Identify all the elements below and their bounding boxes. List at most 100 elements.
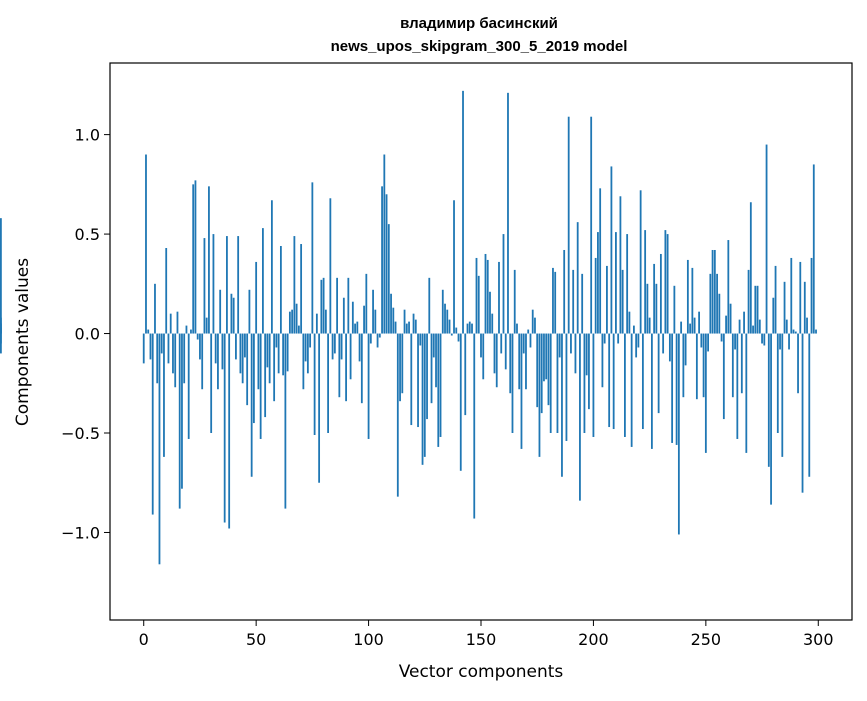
- bar-115: [401, 333, 404, 394]
- bar-161: [504, 333, 507, 370]
- bar-249: [702, 333, 705, 398]
- bar-5: [154, 283, 156, 334]
- bar-227: [653, 263, 656, 334]
- bar-199: [590, 116, 593, 334]
- bar-106: [381, 186, 383, 334]
- bar-260: [727, 240, 730, 334]
- bar-246: [695, 333, 698, 400]
- bar-101: [369, 333, 372, 344]
- bar-114: [399, 333, 401, 402]
- bar-257: [720, 333, 723, 342]
- bar-undefined: [0, 218, 2, 334]
- x-axis-label: Vector components: [399, 662, 564, 682]
- bar-233: [666, 234, 669, 334]
- bar-93: [351, 301, 354, 334]
- bar-154: [489, 291, 491, 334]
- bar-90: [345, 333, 347, 402]
- bar-0: [142, 333, 145, 364]
- y-axis-ticks: −1.0 −0.5 0.0 0.5 1.0: [61, 126, 110, 542]
- bar-235: [671, 333, 674, 443]
- bar-130: [435, 333, 437, 388]
- bar-91: [347, 277, 350, 334]
- bar-36: [223, 333, 226, 523]
- bar-64: [286, 333, 289, 372]
- bar-206: [606, 265, 608, 334]
- bar-120: [412, 313, 415, 334]
- bar-157: [495, 333, 498, 388]
- bar-181: [549, 333, 552, 433]
- bar-231: [662, 333, 665, 354]
- bar-169: [522, 333, 525, 354]
- bar-24: [196, 333, 199, 340]
- bar-268: [745, 333, 748, 453]
- bar-152: [484, 253, 487, 334]
- bar-164: [511, 333, 514, 433]
- bar-296: [808, 333, 811, 477]
- bar-282: [776, 333, 779, 433]
- bar-276: [763, 333, 766, 346]
- bar-205: [603, 333, 606, 344]
- bar-203: [599, 188, 602, 334]
- bar-55: [266, 333, 269, 368]
- bar-170: [525, 333, 527, 390]
- bar-102: [372, 289, 374, 334]
- bar-151: [482, 333, 485, 380]
- bar-261: [729, 303, 732, 334]
- bar-163: [509, 333, 512, 394]
- bar-117: [405, 323, 408, 334]
- bar-109: [387, 224, 390, 334]
- bar-186: [561, 333, 563, 477]
- bar-258: [722, 333, 725, 420]
- bar-160: [502, 234, 505, 334]
- bar-undefined: [0, 333, 2, 354]
- bar-192: [574, 333, 577, 374]
- x-tick-label-300: 300: [803, 630, 834, 649]
- bar-174: [534, 317, 536, 334]
- bar-281: [774, 265, 777, 334]
- bar-229: [657, 333, 660, 414]
- bar-244: [691, 267, 694, 334]
- bar-12: [169, 313, 172, 334]
- bar-295: [806, 317, 808, 334]
- bar-225: [648, 317, 651, 334]
- bar-273: [756, 285, 759, 334]
- bar-189: [567, 116, 570, 334]
- bar-14: [174, 333, 177, 388]
- bar-283: [779, 333, 781, 350]
- bar-194: [579, 333, 581, 501]
- bar-9: [163, 333, 165, 457]
- bar-185: [558, 333, 561, 358]
- bar-201: [594, 257, 597, 334]
- bar-262: [731, 333, 734, 398]
- bar-71: [302, 333, 305, 390]
- bar-142: [462, 90, 464, 334]
- bar-232: [664, 230, 667, 334]
- bar-49: [253, 333, 255, 424]
- bar-143: [464, 333, 467, 416]
- bar-50: [255, 261, 258, 334]
- bar-73: [306, 333, 309, 374]
- bar-65: [288, 311, 291, 334]
- bar-67: [293, 236, 296, 334]
- bar-32: [214, 333, 217, 364]
- bar-166: [516, 323, 518, 334]
- bar-122: [417, 333, 419, 428]
- bar-123: [419, 333, 422, 346]
- bar-15: [176, 311, 179, 334]
- bar-149: [477, 275, 480, 334]
- x-tick-label-150: 150: [466, 630, 497, 649]
- bar-133: [441, 289, 444, 334]
- bar-211: [617, 333, 620, 344]
- bar-undefined: [0, 323, 2, 334]
- bar-83: [329, 198, 332, 334]
- bar-147: [473, 333, 476, 519]
- bar-8: [160, 333, 163, 354]
- x-tick-label-250: 250: [691, 630, 722, 649]
- bar-104: [376, 333, 379, 348]
- bar-220: [637, 333, 640, 348]
- bar-177: [540, 333, 543, 414]
- bar-269: [747, 269, 750, 334]
- bar-42: [237, 236, 240, 334]
- x-tick-label-100: 100: [353, 630, 384, 649]
